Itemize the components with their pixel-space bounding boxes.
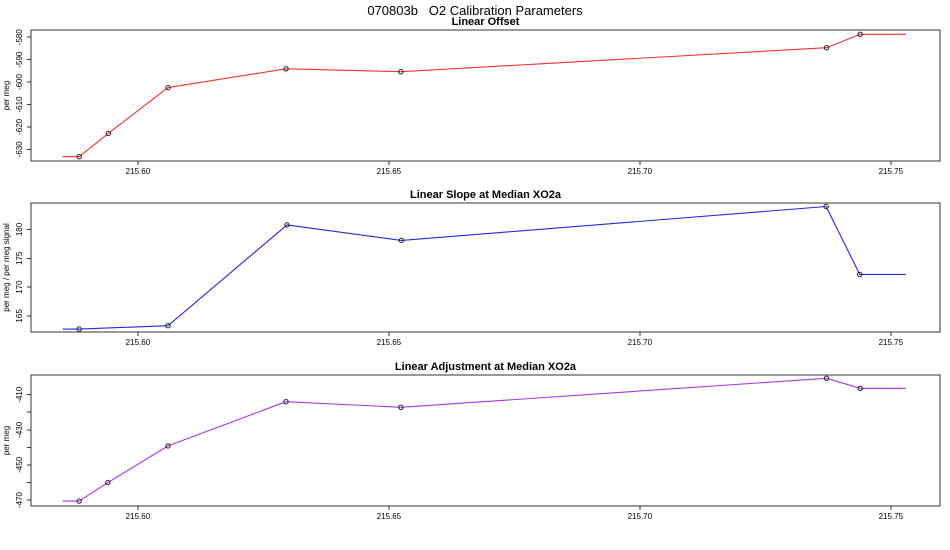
y-tick-label: 170 [15,280,24,294]
y-tick-label: -610 [15,96,24,113]
x-tick-label: 215.65 [377,512,402,521]
plot-box [30,29,941,162]
panel-title: Linear Adjustment at Median XO2a [395,361,577,373]
data-point [857,31,863,37]
y-tick-label: 175 [15,251,24,265]
x-tick-label: 215.75 [879,512,904,521]
y-tick-label: -630 [15,141,24,158]
x-axis: 215.60 215.65 215.70 215.75 [126,161,904,176]
y-axis-label: per meg / per meg signal [2,223,11,312]
data-point [398,69,404,75]
panel-linear-offset: Linear Offset 215.60 215.65 215.70 215.75 -63… [2,16,941,176]
x-tick-label: 215.70 [628,338,653,347]
y-tick-label: -470 [15,491,24,508]
y-axis-label: per meg [2,426,11,455]
x-tick-label: 215.65 [377,338,402,347]
panel-title: Linear Slope at Median XO2a [410,189,562,201]
data-point [283,399,289,405]
x-axis: 215.60 215.65 215.70 215.75 [126,506,904,521]
data-point [823,45,830,51]
plot-box [30,202,941,333]
data-point [76,154,82,160]
y-tick-label: -580 [15,29,24,46]
data-point [823,375,830,381]
x-tick-label: 215.65 [377,167,402,176]
page-title: 070803b O2 Calibration Parameters [367,3,583,18]
data-point [165,323,171,329]
data-line [62,205,906,330]
x-tick-label: 215.60 [126,167,151,176]
data-point [284,222,290,228]
data-point [165,84,171,91]
panel-title: Linear Offset [452,16,520,28]
y-axis-label: per meg [2,81,11,110]
data-point [857,385,863,391]
data-point [76,326,82,332]
y-tick-label: -590 [15,51,24,68]
plot-box [30,374,941,507]
y-axis: -630 -620 -610 -600 -590 -580 [15,29,31,158]
x-tick-label: 215.70 [628,512,653,521]
data-point [398,404,404,410]
y-tick-label: 180 [15,222,24,236]
y-tick-label: -600 [15,73,24,90]
data-point [823,203,829,210]
y-tick-label: -620 [15,118,24,135]
x-tick-label: 215.60 [126,512,151,521]
x-axis: 215.60 215.65 215.70 215.75 [126,332,904,347]
y-tick-label: -410 [15,386,24,403]
y-tick-label: -430 [15,421,24,438]
x-tick-label: 215.60 [126,338,151,347]
x-tick-label: 215.70 [628,167,653,176]
data-line [62,33,906,158]
data-point [857,271,863,278]
y-tick-label: 165 [15,309,24,323]
data-point [283,66,289,72]
data-point [105,479,111,486]
data-point [398,237,405,244]
data-point [165,443,171,449]
data-markers [76,203,863,332]
data-markers [76,375,863,504]
x-tick-label: 215.75 [879,167,904,176]
y-axis: 165 170 175 180 [15,222,31,323]
x-tick-label: 215.75 [879,338,904,347]
y-axis: -470 -450 -430 -410 [15,386,31,508]
y-tick-label: -450 [15,456,24,473]
data-point [105,130,112,137]
data-point [76,498,82,504]
data-line [62,377,906,502]
data-markers [76,31,863,160]
